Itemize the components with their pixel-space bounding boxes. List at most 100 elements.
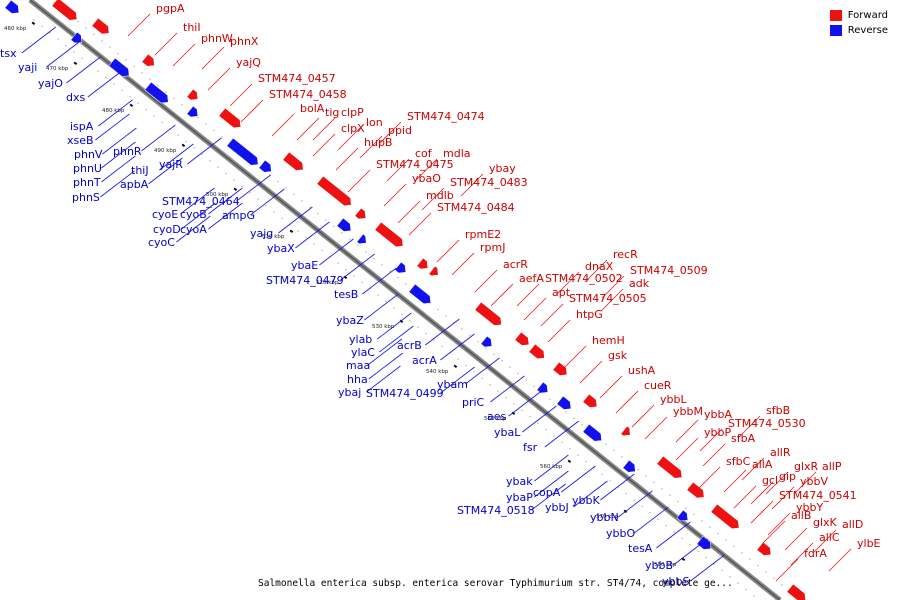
reverse-gene-label[interactable]: ybaj	[338, 386, 361, 399]
reverse-gene-label[interactable]: phnR	[113, 145, 142, 158]
reverse-gene-label[interactable]: copA	[533, 486, 561, 499]
forward-gene-label[interactable]: STM474_0484	[437, 201, 515, 214]
reverse-gene-label[interactable]: cyoD	[153, 223, 181, 236]
forward-gene-label[interactable]: rpmE2	[465, 228, 501, 241]
forward-gene-label[interactable]: lon	[366, 116, 383, 129]
forward-gene-label[interactable]: ybbV	[800, 475, 828, 488]
reverse-gene-label[interactable]: ybbJ	[545, 501, 569, 514]
reverse-gene-label[interactable]: ybaX	[267, 242, 295, 255]
forward-gene-label[interactable]: htpG	[576, 308, 603, 321]
reverse-gene-label[interactable]: ybbB	[645, 559, 673, 572]
forward-gene-label[interactable]: STM474_0457	[258, 72, 336, 85]
reverse-gene-label[interactable]: ybbS	[662, 575, 689, 588]
forward-gene-label[interactable]: clpX	[341, 122, 365, 135]
forward-gene-label[interactable]: ybbP	[704, 426, 731, 439]
reverse-gene-label[interactable]: ylaC	[351, 346, 375, 359]
forward-gene-label[interactable]: ybaO	[412, 172, 441, 185]
forward-gene-label[interactable]: sfbC	[726, 455, 751, 468]
forward-gene-label[interactable]: acrR	[503, 258, 528, 271]
forward-gene-label[interactable]: clpP	[341, 106, 364, 119]
reverse-gene-label[interactable]: hha	[347, 373, 368, 386]
forward-gene-label[interactable]: ybbA	[704, 408, 732, 421]
forward-gene-label[interactable]: mdla	[443, 147, 471, 160]
reverse-gene-label[interactable]: thiJ	[131, 164, 149, 177]
reverse-gene-label[interactable]: ybak	[506, 475, 533, 488]
forward-gene-label[interactable]: yajQ	[236, 56, 261, 69]
forward-gene-label[interactable]: adk	[629, 277, 650, 290]
reverse-gene-label[interactable]: ybaZ	[336, 314, 364, 327]
forward-gene-label[interactable]: ybay	[489, 162, 516, 175]
forward-gene-label[interactable]: hemH	[592, 334, 625, 347]
forward-gene-label[interactable]: pgpA	[156, 2, 185, 15]
forward-gene-label[interactable]: sfbA	[731, 432, 756, 445]
reverse-gene-label[interactable]: STM474_0464	[162, 195, 240, 208]
reverse-gene-label[interactable]: acrA	[412, 354, 437, 367]
forward-gene-label[interactable]: ushA	[628, 364, 656, 377]
forward-gene-label[interactable]: STM474_0474	[407, 110, 485, 123]
forward-gene-label[interactable]: allB	[791, 509, 811, 522]
reverse-gene-label[interactable]: cyoA	[180, 223, 207, 236]
forward-gene-label[interactable]: glxR	[794, 460, 819, 473]
reverse-gene-label[interactable]: ybbO	[606, 527, 635, 540]
reverse-gene-label[interactable]: yaji	[18, 61, 37, 74]
reverse-gene-label[interactable]: ybbK	[572, 494, 600, 507]
forward-gene-label[interactable]: ylbE	[857, 537, 881, 550]
forward-gene-label[interactable]: phnW	[201, 32, 233, 45]
forward-gene-label[interactable]: tig	[325, 106, 339, 119]
reverse-gene-label[interactable]: yajO	[38, 77, 63, 90]
forward-gene-label[interactable]: bolA	[300, 102, 325, 115]
forward-gene-label[interactable]: cueR	[644, 379, 672, 392]
forward-gene-label[interactable]: phnX	[230, 35, 259, 48]
forward-gene-label[interactable]: gip	[779, 470, 796, 483]
reverse-gene-label[interactable]: priC	[462, 396, 485, 409]
forward-gene-label[interactable]: allD	[842, 518, 863, 531]
reverse-gene-label[interactable]: fsr	[523, 441, 538, 454]
reverse-gene-label[interactable]: dxs	[66, 91, 85, 104]
forward-gene-label[interactable]: recR	[613, 248, 638, 261]
reverse-gene-label[interactable]: tesA	[628, 542, 653, 555]
reverse-gene-label[interactable]: acrB	[397, 339, 422, 352]
reverse-gene-label[interactable]: STM474_0479	[266, 274, 344, 287]
reverse-gene-label[interactable]: phnT	[73, 176, 101, 189]
forward-gene-label[interactable]: thiI	[183, 21, 201, 34]
reverse-gene-label[interactable]: maa	[346, 359, 370, 372]
reverse-gene-label[interactable]: ybaL	[494, 426, 521, 439]
reverse-gene-label[interactable]: ampG	[222, 209, 255, 222]
reverse-gene-label[interactable]: cyoC	[148, 236, 175, 249]
forward-gene-label[interactable]: STM474_0505	[569, 292, 647, 305]
forward-gene-label[interactable]: ybbM	[673, 405, 703, 418]
forward-gene-label[interactable]: allC	[819, 531, 840, 544]
forward-gene-label[interactable]: gcl	[762, 474, 778, 487]
forward-gene-label[interactable]: allR	[770, 446, 791, 459]
reverse-gene-label[interactable]: phnU	[73, 162, 102, 175]
reverse-gene-label[interactable]: ybaE	[291, 259, 318, 272]
reverse-gene-label[interactable]: cyoE	[152, 208, 178, 221]
reverse-gene-label[interactable]: cyoB	[180, 208, 207, 221]
reverse-gene-label[interactable]: xseB	[67, 134, 94, 147]
forward-gene-label[interactable]: glxK	[813, 516, 838, 529]
forward-gene-label[interactable]: cof	[415, 147, 433, 160]
reverse-gene-label[interactable]: phnV	[74, 148, 103, 161]
reverse-gene-label[interactable]: apbA	[120, 178, 149, 191]
forward-gene-label[interactable]: ybbL	[660, 393, 687, 406]
forward-gene-label[interactable]: ybbY	[796, 501, 823, 514]
forward-gene-label[interactable]: STM474_0502	[545, 272, 623, 285]
forward-gene-label[interactable]: STM474_0483	[450, 176, 528, 189]
forward-gene-label[interactable]: aefA	[519, 272, 544, 285]
forward-gene-label[interactable]: allA	[752, 458, 773, 471]
forward-gene-label[interactable]: dnaX	[585, 260, 614, 273]
reverse-gene-label[interactable]: tsx	[0, 47, 17, 60]
reverse-gene-label[interactable]: yajg	[250, 227, 273, 240]
reverse-gene-label[interactable]: ylab	[349, 333, 372, 346]
forward-gene-label[interactable]: fdrA	[804, 547, 827, 560]
forward-gene-label[interactable]: allP	[822, 460, 842, 473]
reverse-gene-label[interactable]: STM474_0518	[457, 504, 535, 517]
reverse-gene-label[interactable]: yajR	[159, 158, 183, 171]
reverse-gene-label[interactable]: STM474_0499	[366, 387, 444, 400]
forward-gene-label[interactable]: sfbB	[766, 404, 790, 417]
forward-gene-label[interactable]: STM474_0458	[269, 88, 347, 101]
reverse-gene-label[interactable]: phnS	[72, 191, 100, 204]
forward-gene-label[interactable]: gsk	[608, 349, 628, 362]
reverse-gene-label[interactable]: tesB	[334, 288, 358, 301]
reverse-gene-label[interactable]: ispA	[70, 120, 94, 133]
